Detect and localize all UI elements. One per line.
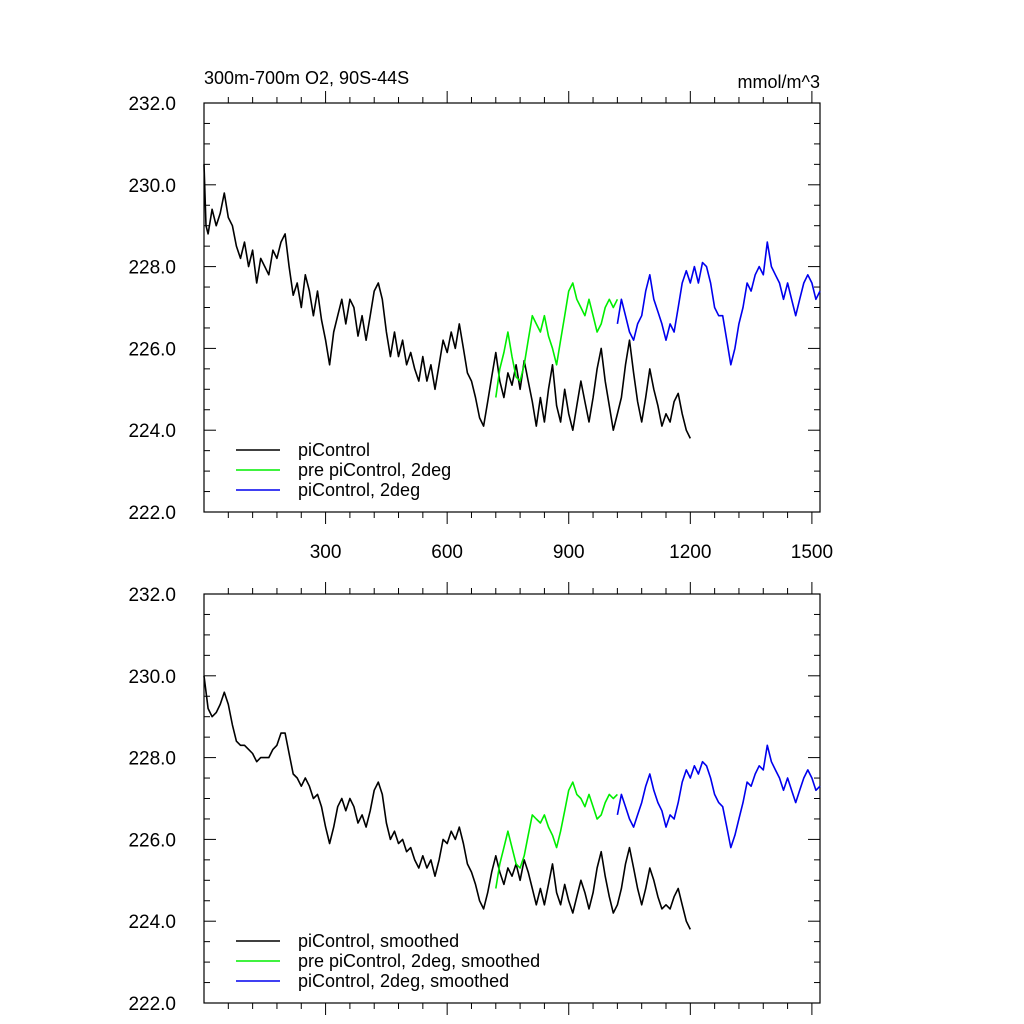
y-tick-label: 226.0 [128,339,176,360]
figure-units: mmol/m^3 [738,72,820,92]
y-tick-label: 230.0 [128,667,176,688]
y-tick-label: 222.0 [128,994,176,1015]
x-tick-label: 600 [431,542,463,563]
y-tick-label: 232.0 [128,94,176,115]
y-tick-label: 232.0 [128,585,176,606]
series-line-0 [203,675,692,930]
panel-bottom: 222.0 224.0 226.0 228.0 230.0 232.0 piControl,… [128,582,821,1015]
plot-frame [203,593,821,1004]
series-line-1 [495,781,618,889]
legend-label: piControl [298,440,370,460]
y-tick-label: 224.0 [128,912,176,933]
y-tick-label: 230.0 [128,176,176,197]
legend-label: pre piControl, 2deg [298,460,451,480]
legend-label: piControl, 2deg, smoothed [298,971,509,991]
x-tick-label: 1500 [791,542,833,563]
legend-label: pre piControl, 2deg, smoothed [298,951,540,971]
y-tick-label: 228.0 [128,258,176,279]
x-tick-label: 300 [310,542,342,563]
legend-label: piControl, 2deg [298,480,420,500]
series-line-2 [616,241,821,366]
y-tick-label: 224.0 [128,421,176,442]
series-line-0 [203,164,692,439]
figure-title: 300m-700m O2, 90S-44S [204,68,409,88]
y-tick-label: 228.0 [128,749,176,770]
series-line-2 [616,744,821,849]
x-tick-label: 900 [553,542,585,563]
series-line-1 [495,282,619,398]
y-tick-label: 222.0 [128,503,176,524]
x-tick-label: 1200 [669,542,711,563]
panel-top: 222.0 224.0 226.0 228.0 230.0 232.0 300 600 900 1… [128,91,833,563]
y-tick-label: 226.0 [128,830,176,851]
plot-frame [203,102,821,513]
legend-label: piControl, smoothed [298,931,459,951]
